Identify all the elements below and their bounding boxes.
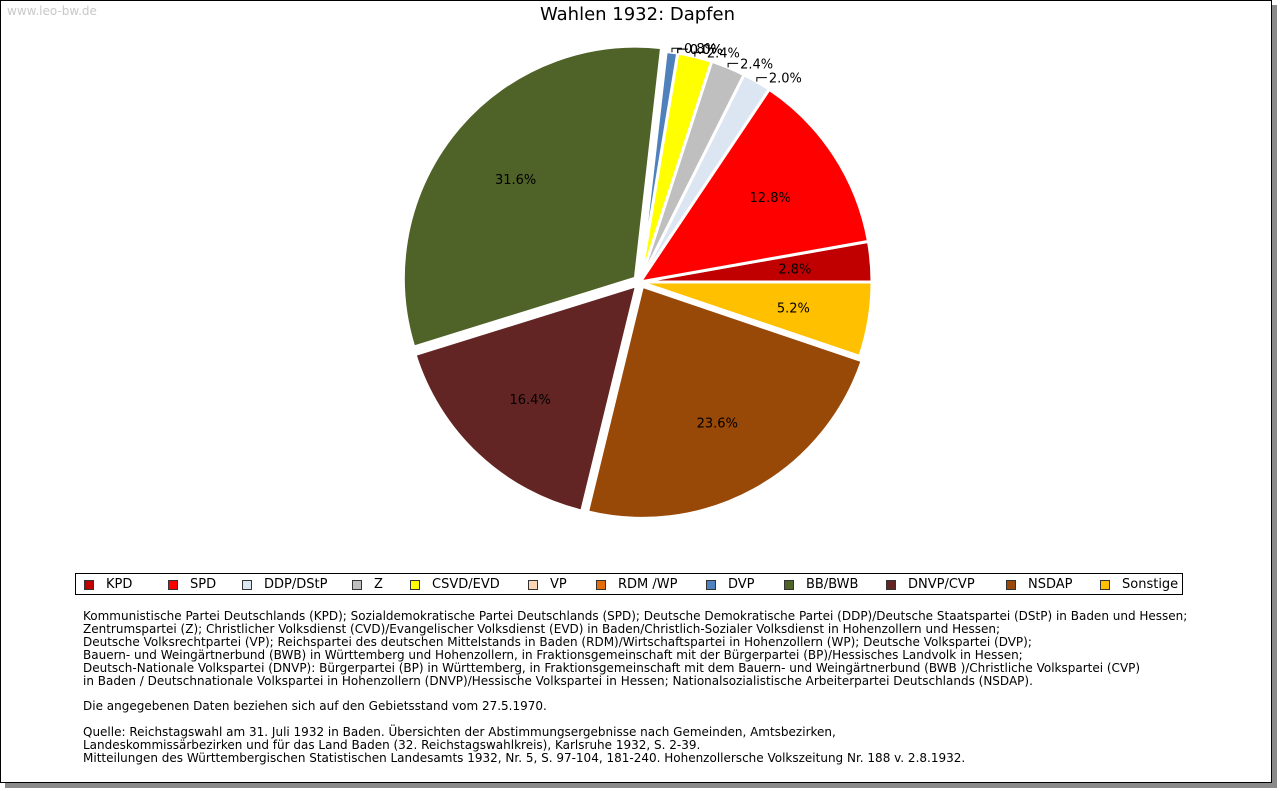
legend-label: DNVP/CVP: [908, 577, 975, 592]
legend-swatch: [1100, 580, 1110, 590]
legend-label: DVP: [728, 577, 755, 592]
legend-swatch: [706, 580, 716, 590]
notes-source-line: Quelle: Reichstagswahl am 31. Juli 1932 …: [83, 725, 836, 740]
legend-swatch: [410, 580, 420, 590]
legend-swatch: [886, 580, 896, 590]
legend-label: Sonstige: [1122, 577, 1179, 592]
leader-line-ddp-dstp: [756, 77, 767, 82]
notes-territory: Die angegebenen Daten beziehen sich auf …: [83, 699, 547, 714]
legend-swatch: [84, 580, 94, 590]
legend-label: Z: [374, 577, 383, 592]
legend-swatch: [596, 580, 606, 590]
data-label-spd: 12.8%: [750, 191, 791, 206]
legend-swatch: [1006, 580, 1016, 590]
leader-line-rdm-wp: [677, 48, 688, 54]
legend-swatch: [242, 580, 252, 590]
legend-label: RDM /WP: [618, 577, 678, 592]
data-label-dnvp-cvp: 16.4%: [510, 393, 551, 408]
notes-party-line: Bauern- und Weingärtnerbund (BWB) in Wür…: [83, 647, 1023, 662]
notes-party-line: Zentrumspartei (Z); Christlicher Volksdi…: [83, 621, 1001, 636]
legend-label: NSDAP: [1028, 577, 1073, 592]
data-label-dvp: 0.8%: [684, 42, 717, 57]
data-label-sonstige: 5.2%: [777, 301, 810, 316]
legend-label: SPD: [190, 577, 217, 592]
pie-slice-dnvp-cvp: [413, 283, 639, 513]
data-label-csvd-evd: 2.4%: [707, 47, 740, 62]
notes-party-line: in Baden / Deutschnationale Volkspartei …: [83, 673, 1033, 688]
notes-source-line: Mitteilungen des Württembergischen Stati…: [83, 751, 966, 766]
legend-label: CSVD/EVD: [432, 577, 500, 592]
notes-party-line: Kommunistische Partei Deutschlands (KPD)…: [83, 609, 1188, 623]
legend-label: KPD: [106, 577, 133, 592]
notes: Kommunistische Partei Deutschlands (KPD)…: [83, 610, 1233, 765]
notes-party-line: Deutsche Volksrechtpartei (VP); Reichspa…: [83, 634, 1032, 649]
legend-label: BB/BWB: [806, 577, 859, 592]
data-label-bb-bwb: 31.6%: [495, 173, 536, 188]
data-label-ddp-dstp: 2.0%: [769, 72, 802, 87]
pie-slice-sonstige: [639, 280, 874, 359]
data-label-nsdap: 23.6%: [697, 417, 738, 432]
pie-slice-nsdap: [585, 284, 865, 520]
data-label-z: 2.4%: [740, 57, 773, 72]
legend-swatch: [528, 580, 538, 590]
legend-swatch: [168, 580, 178, 590]
legend-swatch: [352, 580, 362, 590]
pie-slice-bb-bwb: [401, 44, 664, 349]
leader-line-csvd-evd: [694, 52, 705, 57]
leader-line-z: [727, 62, 739, 68]
legend-label: VP: [550, 577, 567, 592]
notes-party-line: Deutsch-Nationale Volkspartei (DNVP): Bü…: [83, 660, 1141, 675]
legend-label: DDP/DStP: [264, 577, 328, 592]
pie-slice-spd: [636, 87, 871, 285]
leader-line-dvp: [671, 47, 682, 53]
data-label-vp: 0.0%: [690, 43, 723, 58]
legend: KPD SPD DDP/DStP Z CSVD/EVD VP RDM /WP DVP BB/BW…: [75, 573, 1183, 595]
watermark: www.leo-bw.de: [7, 4, 97, 18]
pie-chart: 2.8%12.8%2.0%2.4%2.4%0.0%0.0%0.8%31.6%16…: [401, 42, 874, 520]
chart-title: Wahlen 1932: Dapfen: [539, 4, 736, 25]
data-label-kpd: 2.8%: [778, 262, 811, 277]
notes-source-line: Landeskommissärbezirken und für das Land…: [83, 738, 701, 753]
legend-swatch: [784, 580, 794, 590]
data-label-rdm-wp: 0.0%: [690, 43, 723, 58]
